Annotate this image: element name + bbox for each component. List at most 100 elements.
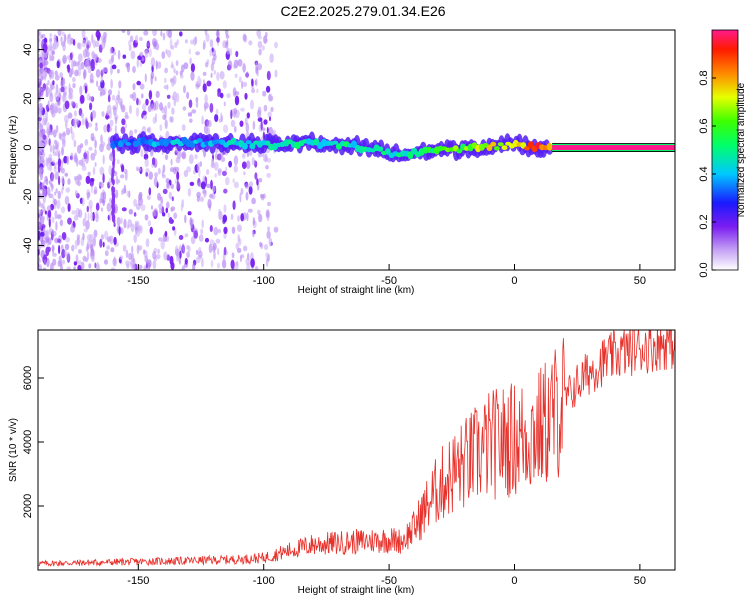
noise-dot — [74, 175, 80, 185]
noise-dot — [173, 67, 176, 74]
noise-dot — [258, 48, 262, 56]
y-tick-label: 2000 — [22, 494, 34, 518]
noise-dot — [111, 94, 116, 101]
noise-dot — [213, 226, 219, 236]
noise-dot — [112, 197, 116, 204]
noise-dot — [70, 226, 75, 233]
noise-dot — [40, 231, 45, 237]
noise-dot — [38, 30, 41, 38]
noise-dot — [48, 193, 54, 199]
noise-dot — [189, 118, 193, 123]
noise-dot — [88, 146, 93, 151]
noise-dot — [145, 171, 148, 177]
noise-dot — [108, 58, 114, 65]
noise-dot — [151, 157, 156, 166]
noise-dot — [229, 48, 233, 56]
noise-dot — [258, 213, 263, 223]
noise-dot — [98, 32, 101, 39]
noise-dot — [157, 248, 161, 255]
spectrogram-y-label: Frequency (Hz) — [8, 116, 19, 185]
noise-dot — [181, 124, 186, 131]
noise-dot — [240, 213, 245, 222]
noise-dot — [241, 161, 247, 169]
noise-dot — [248, 185, 253, 195]
noise-dot — [61, 132, 67, 137]
snr-y-axis: 2000 4000 6000 — [22, 366, 44, 518]
noise-dot — [201, 189, 207, 195]
noise-dot — [235, 50, 239, 58]
noise-dot — [210, 72, 213, 78]
noise-dot — [38, 133, 41, 139]
noise-dot — [110, 78, 113, 89]
noise-dot — [47, 209, 52, 219]
noise-dot — [212, 159, 215, 165]
noise-dot — [152, 30, 157, 37]
noise-dot — [213, 161, 219, 171]
noise-dot — [266, 70, 271, 81]
noise-dot — [100, 234, 105, 240]
noise-dot — [244, 92, 248, 100]
noise-dot — [92, 166, 96, 175]
noise-dot — [109, 127, 113, 132]
noise-dot — [116, 94, 121, 101]
noise-dot — [155, 90, 160, 98]
noise-dot — [48, 138, 51, 146]
noise-dot — [222, 80, 227, 89]
noise-dot — [226, 47, 230, 55]
snr-x-axis: -150 -100 -50 0 50 — [127, 564, 646, 587]
noise-dot — [242, 33, 247, 42]
noise-dot — [57, 158, 62, 167]
noise-dot — [73, 214, 79, 221]
noise-dot — [45, 86, 51, 95]
noise-dot — [101, 68, 105, 76]
noise-dot — [107, 94, 111, 103]
band-cell — [486, 144, 493, 152]
noise-dot — [88, 263, 92, 269]
noise-dot — [78, 249, 82, 254]
noise-dot — [92, 39, 96, 49]
noise-dot — [46, 186, 51, 196]
noise-dot — [55, 188, 58, 194]
noise-dot — [250, 99, 254, 110]
noise-dot — [48, 218, 51, 228]
noise-dot — [135, 107, 140, 117]
noise-dot — [56, 199, 61, 210]
noise-dot — [238, 76, 242, 83]
noise-dot — [81, 157, 86, 163]
noise-dot — [254, 266, 259, 270]
noise-dot — [55, 221, 58, 231]
noise-dot — [103, 124, 108, 133]
noise-dot — [72, 220, 76, 227]
noise-dot — [245, 71, 249, 79]
noise-dot — [232, 178, 235, 184]
noise-dot — [190, 71, 195, 81]
noise-dot — [84, 85, 88, 94]
band-cell — [456, 148, 463, 154]
noise-dot — [213, 70, 216, 75]
noise-dot — [192, 262, 196, 270]
y-tick-label: -20 — [22, 189, 34, 205]
noise-dot — [186, 91, 190, 99]
noise-dot — [129, 104, 132, 115]
noise-dot — [258, 178, 263, 183]
noise-dot — [50, 262, 54, 270]
noise-dot — [214, 152, 218, 160]
noise-dot — [104, 259, 108, 265]
noise-dot — [64, 114, 69, 124]
noise-dot — [45, 157, 48, 167]
noise-dot — [262, 90, 267, 97]
noise-dot — [171, 77, 175, 87]
noise-dot — [38, 102, 43, 112]
noise-dot — [207, 198, 212, 209]
noise-dot — [248, 40, 253, 46]
noise-dot — [123, 218, 127, 229]
noise-dot — [261, 45, 265, 51]
noise-dot — [67, 217, 72, 225]
noise-dot — [257, 209, 261, 215]
noise-dot — [176, 179, 179, 190]
noise-dot — [58, 244, 61, 255]
noise-dot — [54, 90, 60, 101]
noise-dot — [48, 226, 53, 233]
noise-dot — [126, 30, 131, 36]
noise-dot — [81, 197, 85, 207]
